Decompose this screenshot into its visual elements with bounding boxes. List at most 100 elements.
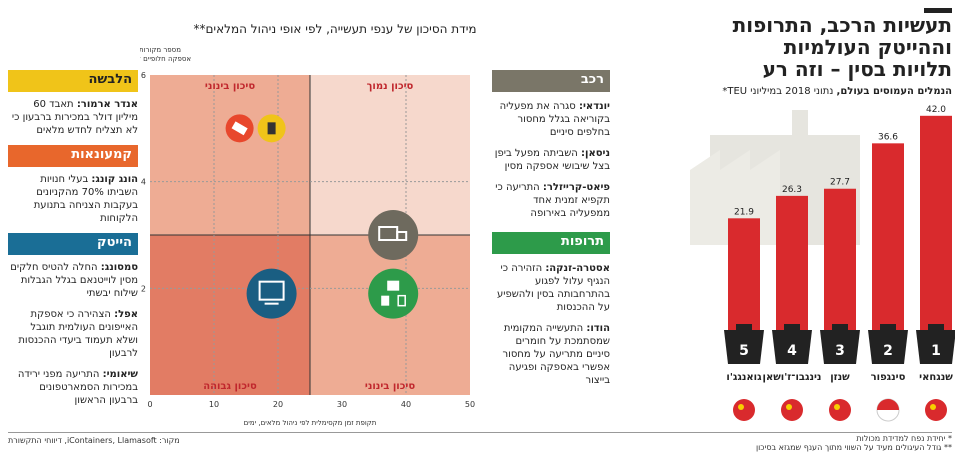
china-flag-icon — [781, 399, 803, 421]
truck-cab — [396, 231, 408, 241]
monitor-stand — [264, 302, 279, 305]
port-name: שנגחאי — [919, 372, 953, 383]
section-retail: קמעונאות הונג קונג: בעלי חנויות השביתו 7… — [8, 145, 138, 225]
port-name: שנזן — [830, 372, 850, 383]
x-tick: 20 — [273, 400, 283, 409]
bar-value-label: 42.0 — [926, 105, 946, 115]
bar-value-label: 21.9 — [734, 207, 754, 217]
flag-circle — [781, 399, 803, 421]
y-axis-label: מספר מקורות — [140, 46, 181, 54]
entry: שיאומי: התריעה מפני ירידה במכירות הסמארט… — [17, 369, 138, 406]
bar — [872, 143, 904, 330]
section-hightech: הייטק סמסונג: החלה להטיס חלקים מסין לויי… — [8, 233, 138, 407]
ship-hull — [868, 330, 908, 364]
entry: פיאט-קרייזלר: התריעה כי תקפיא זמנית אחד … — [495, 182, 610, 219]
ship-bridge — [832, 324, 848, 330]
bar-value-label: 27.7 — [830, 178, 850, 188]
ship-hull — [916, 330, 955, 364]
bar — [920, 115, 952, 330]
tag-shape — [231, 121, 248, 136]
entry: אפל: הצהירה כי אספקת האייפונים העולמית ת… — [18, 309, 138, 359]
truck-icon — [368, 210, 419, 260]
flag-circle — [925, 399, 947, 421]
china-flag-icon — [925, 399, 947, 421]
point-hightech — [246, 268, 297, 319]
x-tick: 40 — [401, 400, 411, 409]
right-column: רכב יונדאי: סגרה את מפעליה בקוריאה בגלל … — [492, 70, 610, 387]
entry: ניסאן: השביתה מפעל ביפן בצל שיבושי אספקה… — [494, 148, 610, 172]
port-name: גואנגג'ו — [726, 372, 762, 383]
tag-icon — [225, 114, 254, 143]
footer-notes: * יחידת נפח למדידת מכולות ** גודל העיגול… — [652, 434, 952, 452]
entry: אסטרה-זנקה: הזהירה כי הנגיף עלול לפגוע ב… — [496, 263, 610, 313]
ship-icon — [916, 324, 955, 364]
y-tick: 4 — [141, 178, 146, 187]
y-tick: 6 — [141, 71, 146, 80]
risk-scatter-chart: סיכון בינוני סיכון נמוך סיכון גבוהה סיכון ב… — [140, 46, 475, 427]
flag-top — [877, 399, 899, 410]
flag-circle — [829, 399, 851, 421]
y-axis-label: אספקה חלופיים לסין — [140, 55, 191, 63]
ports-bar-chart: 42.0 1 שנגחאי 36.6 2 סינגפור 27.7 3 שנזן 26.3 4 נינ… — [690, 105, 955, 422]
lab-icon — [368, 268, 419, 319]
ship-bridge — [736, 324, 752, 330]
quadrant-label: סיכון בינוני — [205, 81, 255, 92]
quadrant-top-right — [310, 75, 470, 235]
ports-subtitle: הנמלים העמוסים בעולם, נתוני 2018 במיליונ… — [722, 86, 952, 97]
bar-value-label: 36.6 — [878, 132, 898, 142]
section-label: קמעונאות — [8, 145, 138, 167]
lab-box — [387, 280, 400, 291]
port-name: סינגפור — [871, 372, 906, 383]
lab-vial-2 — [397, 294, 406, 307]
footnote: * יחידת נפח למדידת מכולות — [856, 434, 952, 443]
footer-divider — [8, 432, 952, 433]
ship-icon — [868, 324, 908, 364]
x-tick: 30 — [337, 400, 347, 409]
port-rank: 2 — [883, 343, 893, 359]
ship-hull — [772, 330, 812, 364]
bar — [824, 188, 856, 330]
x-tick: 0 — [147, 400, 152, 409]
title-accent-bar — [924, 8, 952, 13]
flag-star — [738, 404, 744, 410]
section-cars: רכב יונדאי: סגרה את מפעליה בקוריאה בגלל … — [492, 70, 610, 220]
quadrant-bottom-left — [150, 235, 310, 395]
ship-bridge — [784, 324, 800, 330]
bar-value-label: 26.3 — [782, 185, 802, 195]
flag-star — [786, 404, 792, 410]
quadrant-label: סיכון נמוך — [367, 81, 414, 92]
x-axis-label: תקופת זמן מקסימלית לפי ניהול מלאים, ימים — [244, 419, 377, 427]
china-flag-icon — [829, 399, 851, 421]
bar — [728, 218, 760, 330]
entry: סמסונג: החלה להטיס חלקים מסין לוייטנאם ב… — [10, 262, 138, 299]
bar — [776, 195, 808, 330]
ship-hull — [820, 330, 860, 364]
factory-chimney — [792, 110, 808, 150]
section-clothing: הלבשה אנדר ארמור: תאבד 60 מיליון דולר במ… — [8, 70, 138, 137]
section-label: רכב — [492, 70, 610, 92]
flag-star — [834, 404, 840, 410]
china-flag-icon — [733, 399, 755, 421]
entry: יונדאי: סגרה את מפעליה בקוריאה בגלל מחסו… — [499, 101, 610, 138]
section-label: הלבשה — [8, 70, 138, 92]
quadrant-label: סיכון בינוני — [365, 381, 415, 392]
section-label: הייטק — [8, 233, 138, 255]
main-title: תעשיות הרכב, התרופות וההייטק העולמיות תל… — [732, 13, 952, 81]
point-pharma — [368, 268, 419, 319]
footnote: ** גודל העיגולים מעיד על השווי מתוך הענף… — [755, 443, 952, 452]
section-pharma: תרופות אסטרה-זנקה: הזהירה כי הנגיף עלול … — [492, 232, 610, 387]
flag-star — [930, 404, 936, 410]
port-rank: 3 — [835, 343, 845, 359]
lab-vial — [381, 295, 390, 306]
flag-circle — [733, 399, 755, 421]
port-rank: 1 — [931, 343, 941, 359]
entry: הודו: התעשייה המקומית שמסתמכת על חומרים … — [502, 323, 610, 386]
ship-bridge — [928, 324, 944, 330]
ship-icon — [820, 324, 860, 364]
entry: אנדר ארמור: תאבד 60 מיליון דולר במכירות … — [11, 99, 138, 136]
point-cars — [368, 210, 419, 260]
port-rank: 4 — [787, 343, 797, 359]
port-rank: 5 — [739, 343, 749, 359]
computer-icon — [246, 268, 297, 319]
entry: הונג קונג: בעלי חנויות השביתו 70% מהקניו… — [33, 174, 138, 224]
